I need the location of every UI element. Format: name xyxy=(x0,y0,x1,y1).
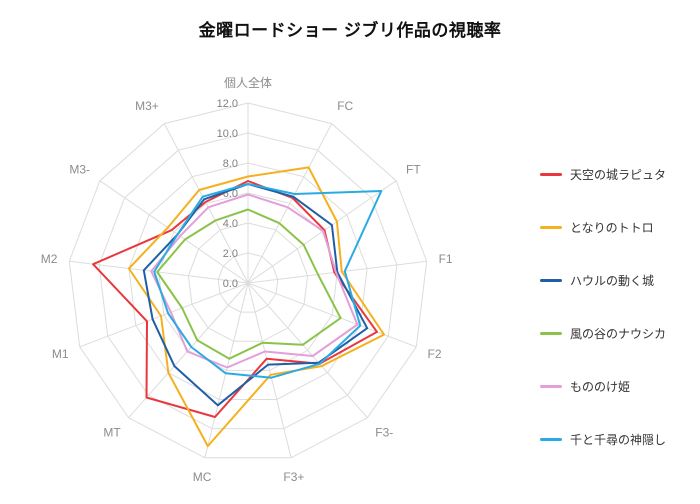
legend-swatch-icon xyxy=(540,385,562,388)
radar-axis-label: M3- xyxy=(69,162,90,176)
legend-label: となりのトトロ xyxy=(570,221,654,235)
radar-series xyxy=(127,166,385,448)
legend-item[interactable]: 風の谷のナウシカ xyxy=(540,325,666,342)
legend-label: ハウルの動く城 xyxy=(570,274,655,288)
radar-grid xyxy=(68,102,428,459)
legend-swatch-icon xyxy=(540,173,562,176)
legend-label: もののけ姫 xyxy=(570,380,631,394)
radar-tick-label: 12.0 xyxy=(217,98,238,110)
radar-axis-label: 個人全体 xyxy=(224,75,272,90)
radar-axis-label: FT xyxy=(406,162,421,176)
chart-legend: 天空の城ラピュタ となりのトトロ ハウルの動く城 風の谷のナウシカ もののけ姫千と千尋の… xyxy=(540,166,666,448)
chart-title: 金曜ロードショー ジブリ作品の視聴率 xyxy=(198,21,502,40)
legend-swatch-icon xyxy=(540,438,562,441)
radar-axis-label: F3- xyxy=(375,426,393,440)
radar-tick-label: 0.0 xyxy=(223,278,238,290)
legend-item[interactable]: となりのトトロ xyxy=(540,219,666,236)
legend-swatch-icon xyxy=(540,226,562,229)
radar-tick-label: 8.0 xyxy=(223,158,238,170)
legend-label: 千と千尋の神隠し xyxy=(570,433,667,447)
radar-series xyxy=(150,193,359,369)
radar-axis-label: M2 xyxy=(41,252,58,266)
legend-swatch-icon xyxy=(540,279,562,282)
radar-axis-labels: 個人全体 FC FT F1 F2 F3- F3+ MC MT M1 M2 M3- M3+ xyxy=(41,75,453,484)
radar-series xyxy=(156,208,342,360)
legend-item[interactable]: 天空の城ラピュタ xyxy=(540,166,666,183)
radar-tick-labels: 0.02.04.06.08.010.012.0 xyxy=(217,98,238,290)
radar-series xyxy=(153,183,383,379)
radar-tick-label: 2.0 xyxy=(223,248,238,260)
radar-axis-label: FC xyxy=(337,99,353,113)
radar-tick-label: 10.0 xyxy=(217,128,238,140)
legend-label: 風の谷のナウシカ xyxy=(570,327,667,341)
radar-series xyxy=(142,183,369,407)
legend-item[interactable]: ハウルの動く城 xyxy=(540,272,666,289)
legend-swatch-icon xyxy=(540,332,562,335)
legend-item[interactable]: 千と千尋の神隠し xyxy=(540,431,666,448)
radar-axis-label: F1 xyxy=(439,252,453,266)
radar-series-group xyxy=(92,166,385,448)
legend-label: 天空の城ラピュタ xyxy=(570,168,667,182)
radar-axis-label: MC xyxy=(193,470,212,484)
radar-axis-label: M1 xyxy=(52,347,69,361)
radar-axis-label: M3+ xyxy=(135,99,159,113)
radar-tick-label: 4.0 xyxy=(223,218,238,230)
legend-item[interactable]: もののけ姫 xyxy=(540,378,666,395)
radar-axis-label: MT xyxy=(103,426,121,440)
radar-axis-label: F3+ xyxy=(283,470,304,484)
radar-chart: 0.02.04.06.08.010.012.0個人全体FCFTF1F2F3-F3… xyxy=(41,75,453,484)
radar-axis-label: F2 xyxy=(428,347,442,361)
